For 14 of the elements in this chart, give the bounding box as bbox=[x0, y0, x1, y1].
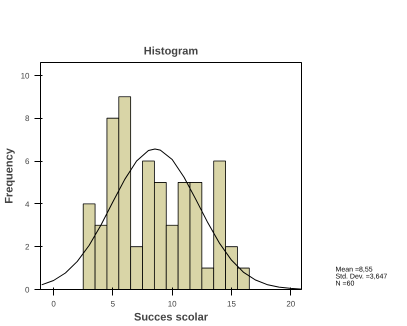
x-tick-label: 5 bbox=[110, 300, 116, 308]
x-tick-label: 15 bbox=[227, 300, 237, 308]
chart-title: Histogram bbox=[144, 46, 198, 58]
x-tick-label: 0 bbox=[51, 300, 56, 308]
y-tick-label: 4 bbox=[25, 200, 30, 209]
y-tick-label: 2 bbox=[25, 242, 30, 252]
y-tick-label: 8 bbox=[25, 114, 30, 124]
x-tick-label: 10 bbox=[168, 300, 178, 308]
y-tick-label: 10 bbox=[20, 71, 30, 80]
y-tick-label: 0 bbox=[25, 286, 30, 294]
y-axis-title: Frequency bbox=[4, 147, 16, 204]
y-tick-label: 6 bbox=[25, 157, 30, 166]
x-axis-title: Succes scolar bbox=[134, 312, 209, 324]
x-tick-label: 20 bbox=[286, 300, 296, 308]
